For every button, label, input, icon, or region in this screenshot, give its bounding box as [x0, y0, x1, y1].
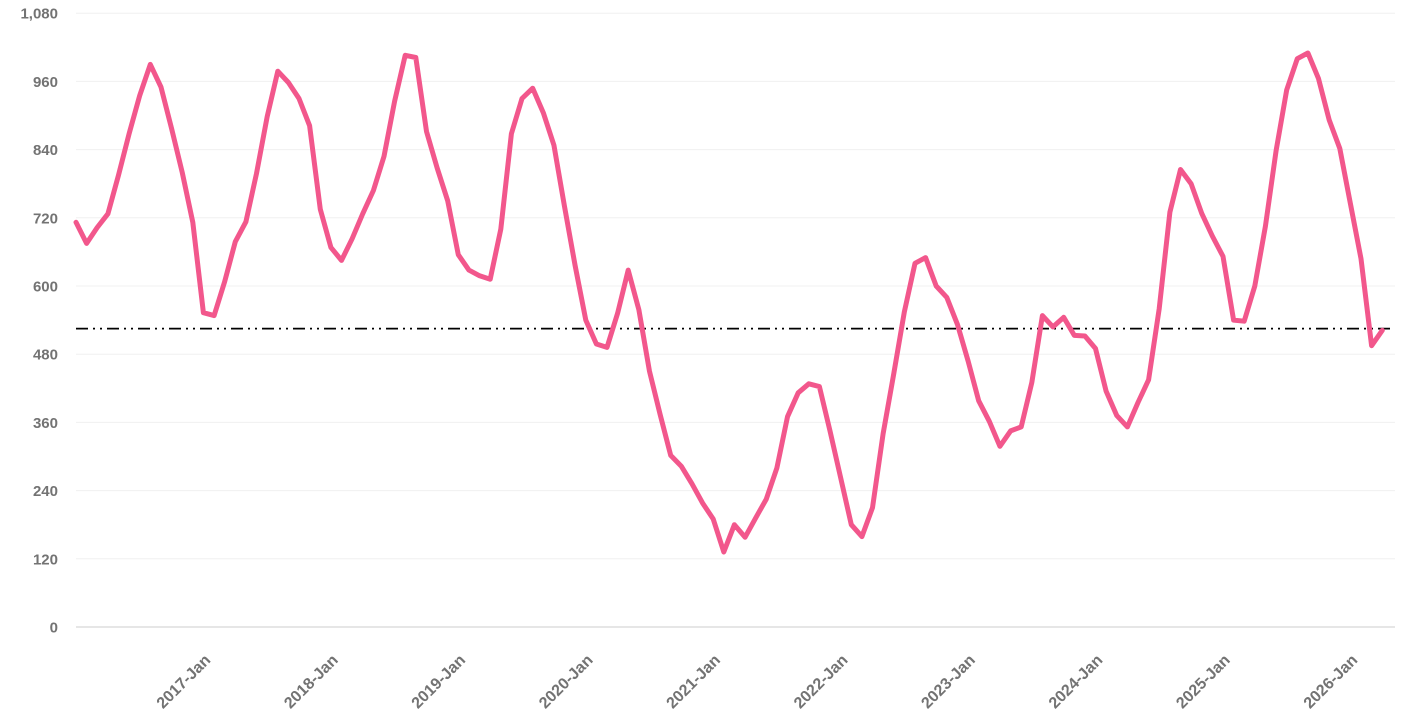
y-tick-label: 120: [33, 551, 58, 568]
x-tick-label: 2020-Jan: [536, 652, 596, 712]
y-gridlines: [76, 12, 1395, 628]
x-tick-label: 2026-Jan: [1301, 652, 1361, 712]
y-tick-label: 0: [50, 620, 58, 637]
y-tick-label: 720: [33, 210, 58, 227]
x-tick-label: 2017-Jan: [154, 652, 214, 712]
x-tick-label: 2025-Jan: [1173, 652, 1233, 712]
x-tick-label: 2019-Jan: [409, 652, 469, 712]
x-axis-labels: 2017-Jan 2018-Jan 2019-Jan 2020-Jan 2021-Jan…: [154, 652, 1361, 712]
y-tick-label: 360: [33, 415, 58, 432]
y-tick-label: 1,080: [20, 6, 58, 23]
y-axis-labels: 0 120 240 360 480 600 720 840 960 1,080: [20, 6, 58, 637]
x-tick-label: 2018-Jan: [281, 652, 341, 712]
y-tick-label: 240: [33, 483, 58, 500]
y-tick-label: 480: [33, 347, 58, 364]
y-tick-label: 600: [33, 279, 58, 296]
x-tick-label: 2022-Jan: [791, 652, 851, 712]
x-tick-label: 2023-Jan: [918, 652, 978, 712]
x-tick-label: 2021-Jan: [664, 652, 724, 712]
y-tick-label: 960: [33, 74, 58, 91]
y-tick-label: 840: [33, 142, 58, 159]
x-tick-label: 2024-Jan: [1046, 652, 1106, 712]
price-series-line: [73, 50, 1385, 555]
